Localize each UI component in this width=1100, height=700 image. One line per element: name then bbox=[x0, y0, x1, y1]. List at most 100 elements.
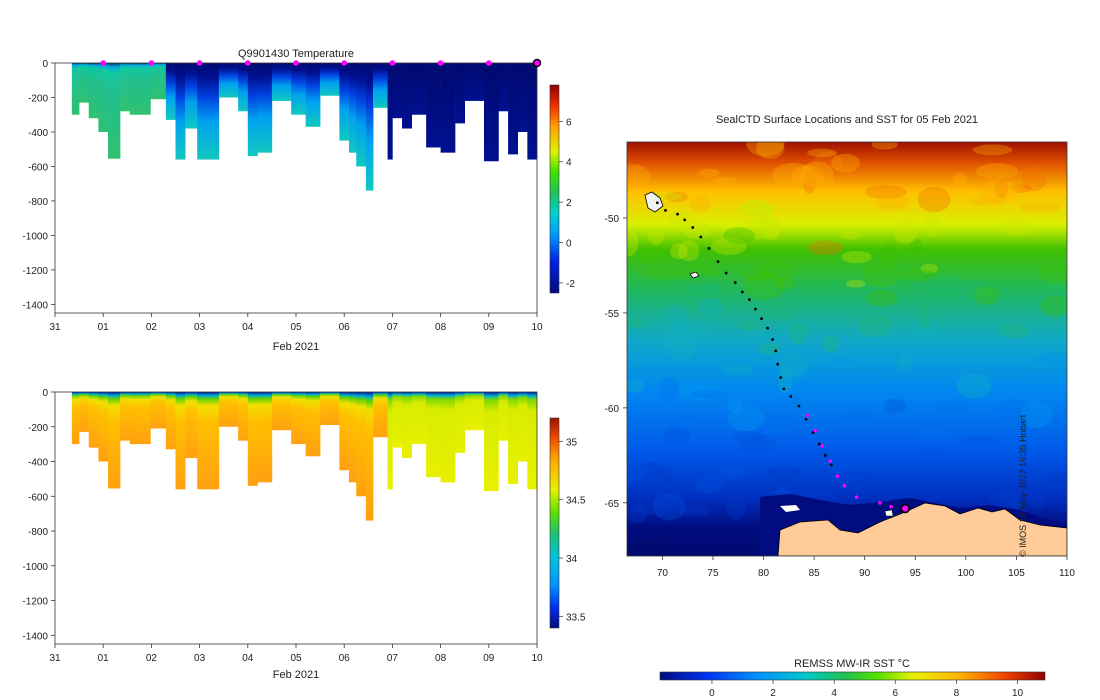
y-tick-label: -1400 bbox=[22, 631, 48, 642]
sst-texture-patch bbox=[953, 172, 968, 189]
sst-texture-patch bbox=[909, 238, 924, 257]
y-tick-label: -600 bbox=[28, 162, 48, 173]
sst-texture-patch bbox=[738, 434, 776, 458]
imos-credit: © IMOS 18-May-2022 16:35 Hobart bbox=[1018, 414, 1028, 557]
profile-column bbox=[392, 392, 403, 448]
sst-texture-patch bbox=[660, 377, 679, 402]
colorbar-tick-label: 2 bbox=[566, 198, 572, 209]
sst-texture-patch bbox=[690, 195, 712, 213]
sst-texture-patch bbox=[690, 389, 727, 399]
sst-colorbar bbox=[659, 671, 1046, 681]
profile-column bbox=[392, 63, 403, 119]
track-point bbox=[716, 260, 720, 264]
profile-column bbox=[218, 63, 239, 98]
sst-texture-patch bbox=[627, 318, 645, 329]
track-point bbox=[779, 376, 783, 379]
x-tick-label: 01 bbox=[98, 322, 110, 333]
profile-column bbox=[257, 63, 273, 153]
profile-column bbox=[120, 63, 131, 112]
sst-texture-patch bbox=[913, 448, 945, 458]
sst-texture-patch bbox=[726, 468, 746, 478]
profile-column bbox=[356, 392, 367, 497]
lat-tick-label: -50 bbox=[605, 214, 620, 225]
x-tick-label: 01 bbox=[98, 653, 110, 664]
x-tick-label: 06 bbox=[339, 322, 351, 333]
sst-colorbar-ticks: 0 2 4 6 8 10 bbox=[709, 680, 1023, 699]
sst-texture-patch bbox=[810, 448, 831, 461]
profile-column bbox=[108, 63, 121, 159]
lon-tick-label: 110 bbox=[1059, 568, 1075, 579]
sst-texture-patch bbox=[862, 261, 899, 288]
sst-texture-patch bbox=[757, 342, 782, 355]
sst-texture-patch bbox=[627, 504, 647, 524]
sst-texture-patch bbox=[763, 216, 781, 241]
profile-column bbox=[320, 63, 340, 96]
recent-point bbox=[835, 474, 840, 479]
recent-point bbox=[889, 504, 893, 509]
profile-column bbox=[79, 392, 90, 432]
map-title: SealCTD Surface Locations and SST for 05… bbox=[716, 114, 978, 126]
profile-column bbox=[197, 63, 205, 160]
sst-texture-patch bbox=[917, 430, 954, 440]
sst-map-panel: SealCTD Surface Locations and SST for 05… bbox=[605, 114, 1076, 699]
surface-marker bbox=[437, 60, 444, 66]
profile-column bbox=[204, 392, 220, 490]
colorbar-tick-label: 34 bbox=[566, 554, 578, 565]
profile-column bbox=[373, 392, 388, 438]
lon-tick-label: 100 bbox=[958, 568, 975, 579]
x-tick-label: 08 bbox=[435, 653, 447, 664]
profile-column bbox=[483, 63, 499, 162]
profile-column bbox=[365, 63, 374, 191]
track-point bbox=[766, 326, 769, 330]
sst-texture-patch bbox=[698, 168, 720, 178]
sst-texture-patch bbox=[775, 276, 796, 290]
profile-column bbox=[402, 392, 412, 459]
sst-texture-patch bbox=[803, 171, 816, 195]
sst-texture-patch bbox=[1020, 400, 1053, 429]
track-point bbox=[707, 246, 711, 250]
sst-texture-patch bbox=[738, 200, 773, 220]
profile-column bbox=[320, 392, 340, 426]
sst-texture-patch bbox=[694, 476, 724, 494]
x-tick-label: 10 bbox=[531, 322, 543, 333]
profile-column bbox=[257, 392, 273, 483]
sst-texture-patch bbox=[998, 322, 1030, 339]
sst-texture-patch bbox=[896, 268, 937, 282]
sst-texture-patch bbox=[979, 179, 1018, 205]
sst-texture-patch bbox=[726, 398, 743, 413]
sst-texture-patch bbox=[791, 165, 826, 187]
profile-column bbox=[247, 63, 258, 157]
y-tick-label: 0 bbox=[42, 59, 48, 70]
profile-column bbox=[440, 63, 456, 153]
profile-column bbox=[79, 63, 90, 103]
profile-column bbox=[498, 63, 509, 112]
sst-texture-patch bbox=[736, 321, 764, 331]
sst-texture-patch bbox=[663, 426, 691, 444]
sst-texture-patch bbox=[857, 315, 893, 338]
x-tick-label: 06 bbox=[339, 653, 351, 664]
sst-texture-patch bbox=[845, 279, 866, 288]
profile-column bbox=[98, 392, 109, 462]
sst-texture-patch bbox=[920, 263, 939, 274]
sst-texture-patch bbox=[660, 305, 689, 322]
map-frame bbox=[626, 141, 1068, 557]
sst-texture-patch bbox=[756, 260, 797, 280]
track-point bbox=[771, 338, 775, 341]
profile-column bbox=[291, 63, 306, 115]
sst-texture-patch bbox=[956, 373, 992, 399]
sst-texture-patch bbox=[911, 277, 951, 295]
sst-texture-patch bbox=[669, 337, 694, 362]
salinity-colorbar bbox=[549, 417, 560, 629]
track-point bbox=[724, 271, 728, 275]
sst-texture-patch bbox=[807, 148, 837, 157]
sst-texture-patch bbox=[969, 197, 1004, 206]
sst-texture-patch bbox=[975, 163, 1018, 180]
sst-texture-patch bbox=[683, 275, 721, 295]
sst-texture-patch bbox=[715, 463, 747, 480]
temperature-colorbar-ticks: 6 4 2 0 -2 bbox=[559, 117, 575, 290]
profile-column bbox=[527, 392, 537, 490]
track-point bbox=[664, 208, 667, 212]
sst-texture-patch bbox=[865, 289, 899, 307]
sst-texture-patch bbox=[880, 242, 898, 265]
profile-column bbox=[356, 63, 367, 167]
